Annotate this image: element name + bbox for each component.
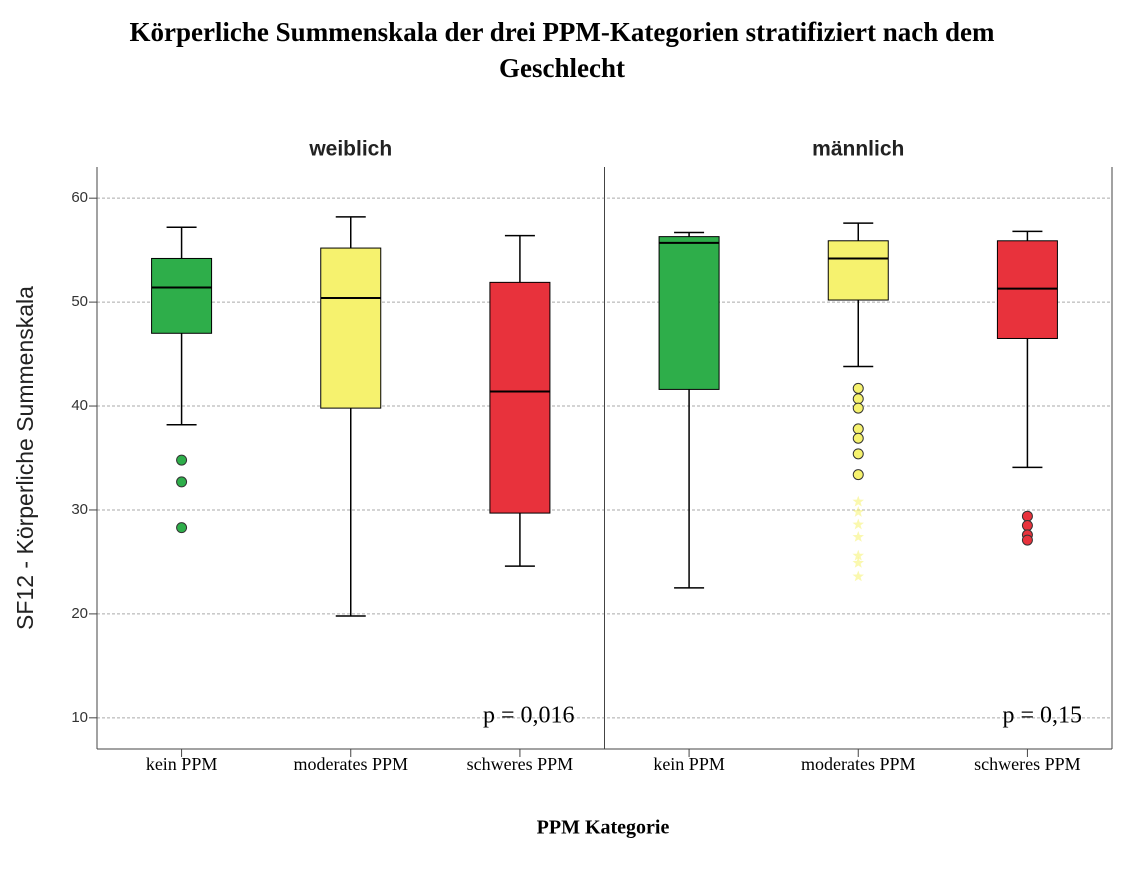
annotation: p = 0,15: [1002, 703, 1082, 729]
x-tick-label: schweres PPM: [974, 754, 1081, 774]
y-tick-label: 50: [71, 293, 88, 310]
outlier: [852, 402, 864, 414]
outlier: [852, 469, 864, 481]
box: [151, 257, 213, 334]
outlier: [852, 432, 864, 444]
box: [320, 247, 382, 409]
extreme: [852, 557, 864, 568]
y-axis-label: SF12 - Körperliche Summenskala: [12, 286, 38, 630]
extreme: [852, 570, 864, 582]
outlier: [176, 454, 188, 466]
extreme: [852, 495, 864, 507]
outlier: [176, 522, 188, 534]
chart-title: Körperliche Summenskala der drei PPM-Kat…: [129, 17, 995, 83]
box: [996, 240, 1058, 339]
x-tick-label: moderates PPM: [801, 754, 916, 774]
box: [489, 281, 551, 514]
outlier: [852, 382, 864, 394]
y-tick-label: 20: [71, 605, 88, 622]
extreme: [852, 506, 864, 517]
x-tick-label: schweres PPM: [467, 754, 574, 774]
outlier: [1021, 510, 1033, 522]
annotation: p = 0,016: [483, 703, 575, 729]
extreme: [852, 518, 864, 530]
y-tick-label: 60: [71, 189, 88, 206]
box: [658, 236, 720, 390]
box: [827, 240, 889, 301]
outlier: [852, 393, 864, 405]
y-tick-label: 10: [71, 709, 88, 726]
x-axis-label: PPM Kategorie: [537, 817, 670, 839]
panel-title: weiblich: [308, 138, 392, 161]
extreme: [852, 549, 864, 561]
y-tick-label: 30: [71, 501, 88, 518]
panel-title: männlich: [812, 138, 904, 161]
outlier: [852, 448, 864, 460]
x-tick-label: kein PPM: [653, 754, 725, 774]
outlier: [852, 423, 864, 435]
y-tick-label: 40: [71, 397, 88, 414]
x-tick-label: moderates PPM: [294, 754, 409, 774]
extreme: [852, 531, 864, 542]
x-tick-label: kein PPM: [146, 754, 218, 774]
outlier: [1021, 534, 1033, 546]
outlier: [1021, 520, 1033, 532]
outlier: [176, 476, 188, 488]
